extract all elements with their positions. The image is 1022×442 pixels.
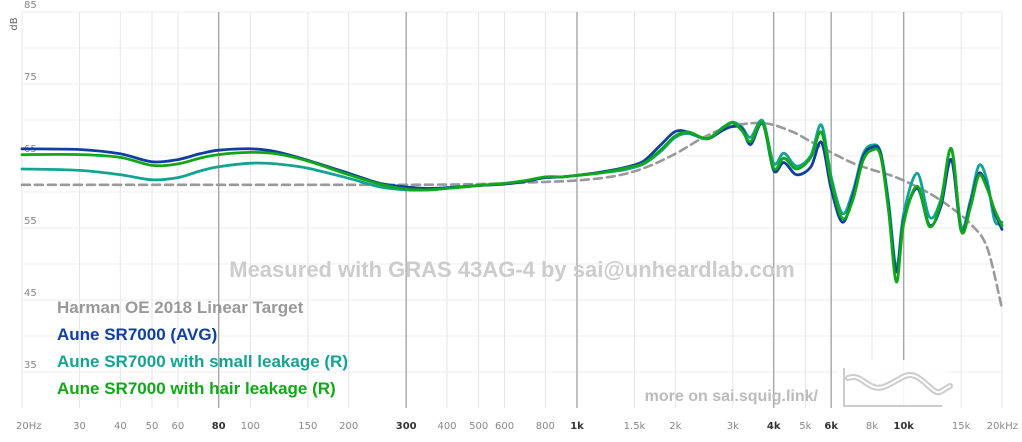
- x-tick-label: 20kHz: [987, 421, 1018, 432]
- x-tick-label: 200: [339, 421, 358, 432]
- y-tick-label: 75: [24, 72, 37, 83]
- squiggle-logo-icon: [838, 360, 953, 412]
- legend-entry-2[interactable]: Aune SR7000 with small leakage (R): [57, 352, 348, 371]
- x-tick-label: 80: [212, 421, 226, 432]
- y-tick-label: 45: [24, 288, 37, 299]
- x-tick-label: 600: [495, 421, 514, 432]
- y-tick-label: 35: [24, 360, 37, 371]
- x-tick-label: 30: [73, 421, 86, 432]
- x-tick-label: 1.5k: [624, 421, 646, 432]
- curves: [20, 118, 1004, 310]
- x-tick-label: 2k: [669, 421, 681, 432]
- x-tick-label: 300: [396, 421, 417, 432]
- x-tick-label: 1k: [570, 421, 584, 432]
- x-tick-label: 100: [241, 421, 260, 432]
- y-tick-label: 55: [24, 216, 37, 227]
- y-tick-label: 85: [24, 0, 37, 11]
- legend: Harman OE 2018 Linear Target Aune SR7000 …: [57, 298, 348, 398]
- footer-link[interactable]: more on sai.squig.link/: [645, 388, 819, 405]
- x-tick-label: 6k: [824, 421, 838, 432]
- x-tick-label: 400: [437, 421, 456, 432]
- x-tick-label: 3k: [727, 421, 739, 432]
- grid: [21, 11, 1003, 408]
- legend-entry-1[interactable]: Aune SR7000 (AVG): [57, 325, 217, 344]
- x-tick-label: 20Hz: [16, 421, 42, 432]
- series-line-3: [20, 120, 1004, 284]
- x-tick-label: 4k: [767, 421, 781, 432]
- x-tick-label: 5k: [799, 421, 811, 432]
- x-tick-label: 50: [146, 421, 159, 432]
- y-axis-label: dB: [9, 17, 20, 30]
- legend-entry-3[interactable]: Aune SR7000 with hair leakage (R): [57, 379, 336, 398]
- x-tick-labels: 20Hz 30 40 50 60 80 100 150 200 300 400 500 600 800 1k…: [16, 421, 1018, 432]
- x-tick-label: 15k: [952, 421, 971, 432]
- x-tick-label: 60: [171, 421, 184, 432]
- x-tick-label: 150: [298, 421, 317, 432]
- x-tick-label: 8k: [866, 421, 878, 432]
- x-tick-label: 500: [469, 421, 488, 432]
- watermark: Measured with GRAS 43AG-4 by sai@unheard…: [229, 257, 794, 282]
- x-tick-label: 40: [114, 421, 127, 432]
- x-tick-label: 800: [536, 421, 555, 432]
- legend-entry-0[interactable]: Harman OE 2018 Linear Target: [57, 298, 304, 317]
- x-tick-label: 10k: [893, 421, 914, 432]
